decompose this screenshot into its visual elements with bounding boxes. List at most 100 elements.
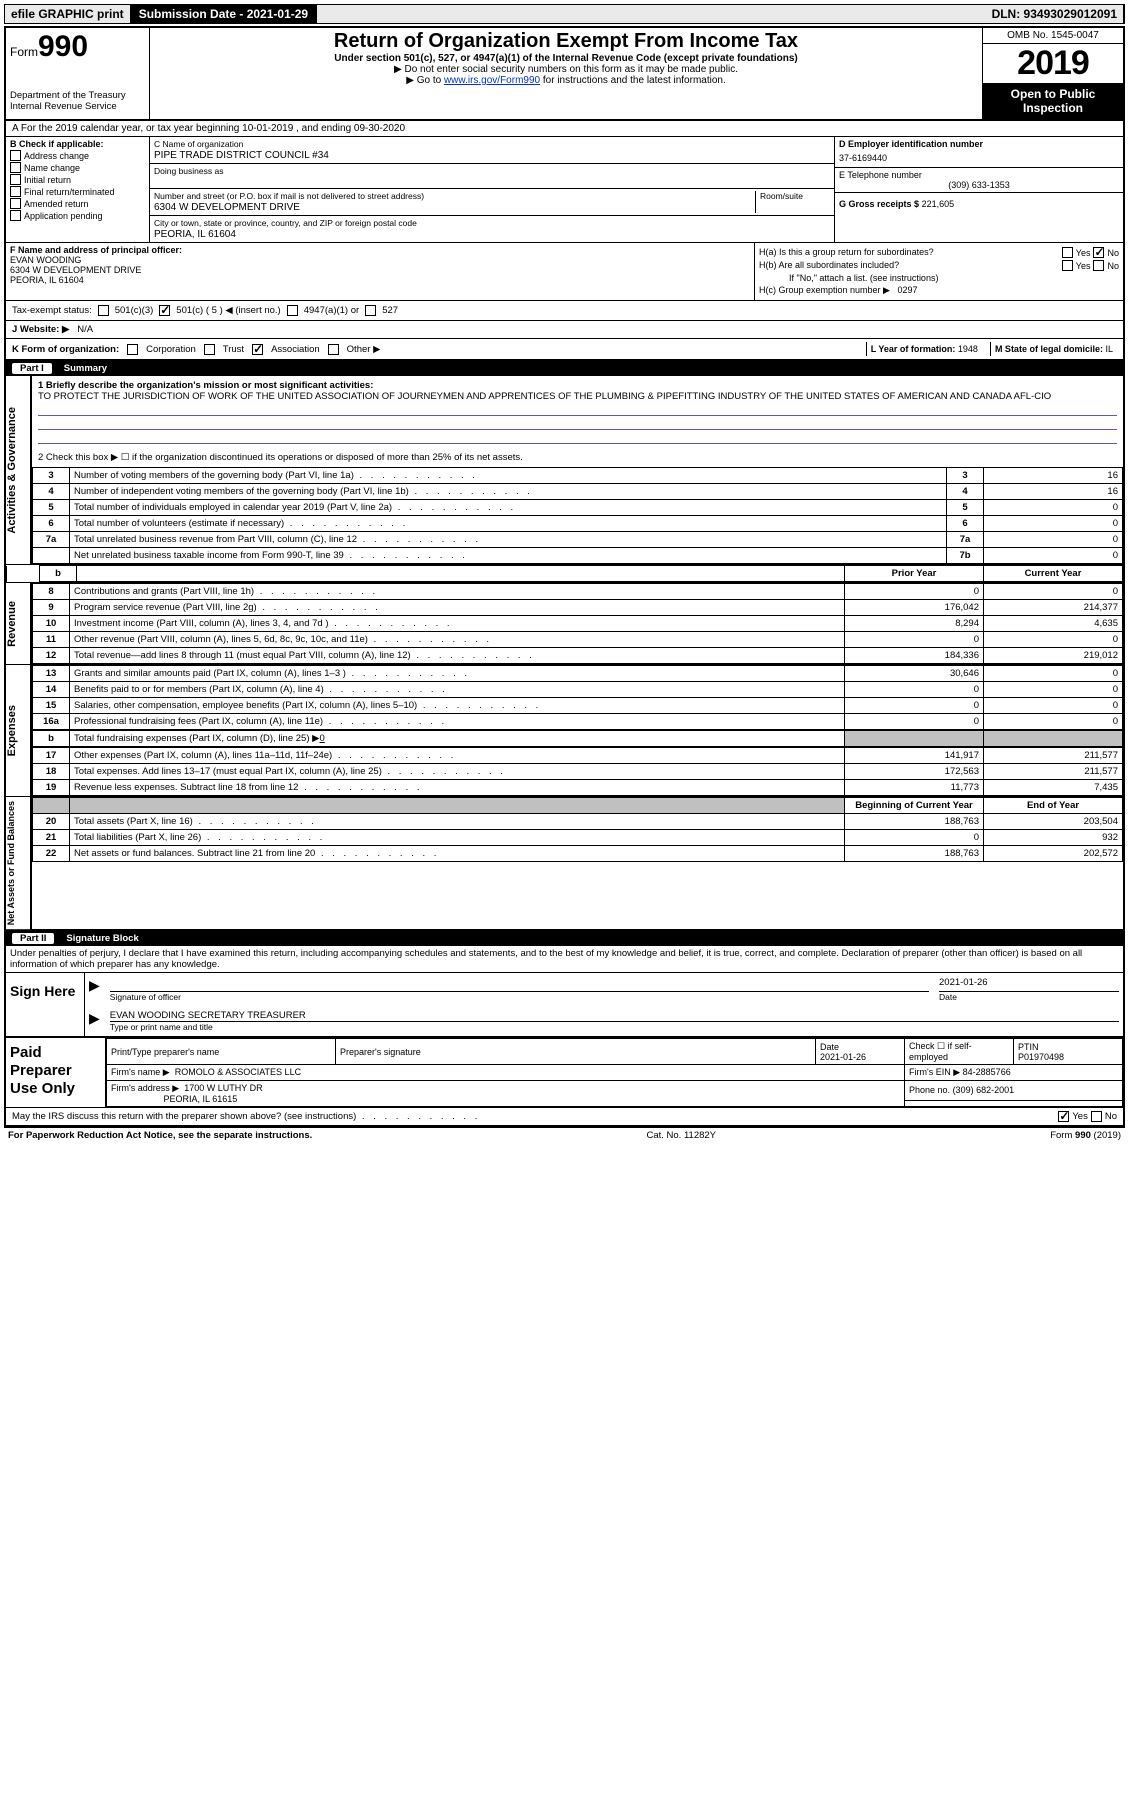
- domicile: IL: [1105, 344, 1113, 354]
- initial-return-label: Initial return: [24, 175, 71, 185]
- prep-sig-label: Preparer's signature: [336, 1039, 816, 1065]
- page-footer: For Paperwork Reduction Act Notice, see …: [4, 1127, 1125, 1143]
- hb-label: H(b) Are all subordinates included?: [759, 260, 899, 271]
- form-title: Return of Organization Exempt From Incom…: [156, 30, 976, 53]
- efile-label: efile GRAPHIC print: [5, 5, 131, 23]
- current-value: 932: [984, 830, 1123, 846]
- 501c3-checkbox[interactable]: [98, 305, 109, 316]
- line-num: 11: [33, 632, 70, 648]
- line-value: 0: [984, 500, 1123, 516]
- submission-date-button[interactable]: Submission Date - 2021-01-29: [131, 5, 317, 23]
- line-num: 14: [33, 682, 70, 698]
- line-text: Grants and similar amounts paid (Part IX…: [70, 666, 845, 682]
- prior-value: 0: [845, 632, 984, 648]
- current-value: 0: [984, 682, 1123, 698]
- assoc-checkbox[interactable]: [252, 344, 263, 355]
- address-change-checkbox[interactable]: [10, 150, 21, 161]
- sign-arrow-icon: ▶: [89, 977, 100, 1002]
- officer-name: EVAN WOODING: [10, 255, 81, 265]
- netassets-side-label: Net Assets or Fund Balances: [6, 797, 30, 929]
- trust-checkbox[interactable]: [204, 344, 215, 355]
- line-text: Other revenue (Part VIII, column (A), li…: [70, 632, 845, 648]
- final-return-checkbox[interactable]: [10, 186, 21, 197]
- ha-yes-checkbox[interactable]: [1062, 247, 1073, 258]
- other-checkbox[interactable]: [328, 344, 339, 355]
- current-value: 0: [984, 698, 1123, 714]
- firm-city: PEORIA, IL 61615: [164, 1094, 238, 1104]
- sig-officer-label: Signature of officer: [110, 992, 929, 1002]
- q2-text: 2 Check this box ▶ ☐ if the organization…: [32, 448, 1123, 467]
- prior-value: 176,042: [845, 600, 984, 616]
- name-change-checkbox[interactable]: [10, 162, 21, 173]
- address-change-label: Address change: [24, 151, 89, 161]
- line-num: 7a: [33, 532, 70, 548]
- prior-value: 188,763: [845, 846, 984, 862]
- ha-label: H(a) Is this a group return for subordin…: [759, 247, 934, 258]
- firm-addr: 1700 W LUTHY DR: [184, 1083, 262, 1093]
- prior-current-header: bPrior YearCurrent Year: [6, 565, 1123, 582]
- firm-name-label: Firm's name ▶: [111, 1067, 170, 1077]
- 501c-checkbox[interactable]: [159, 305, 170, 316]
- sig-date-label: Date: [939, 992, 1119, 1002]
- sign-here-label: Sign Here: [6, 973, 85, 1036]
- hb-no-checkbox[interactable]: [1093, 260, 1104, 271]
- line-num: 22: [33, 846, 70, 862]
- line-num: 20: [33, 814, 70, 830]
- line-num: 8: [33, 584, 70, 600]
- form-note2-pre: ▶ Go to: [406, 75, 444, 86]
- city-label: City or town, state or province, country…: [154, 218, 830, 228]
- calendar-year-row: A For the 2019 calendar year, or tax yea…: [6, 121, 1123, 136]
- tax-exempt-label: Tax-exempt status:: [12, 305, 92, 316]
- dba-label: Doing business as: [154, 166, 830, 176]
- application-pending-checkbox[interactable]: [10, 210, 21, 221]
- tax-exempt-row: Tax-exempt status: 501(c)(3) 501(c) ( 5 …: [6, 300, 1123, 320]
- 527-checkbox[interactable]: [365, 305, 376, 316]
- line-num: 17: [33, 748, 70, 764]
- current-value: 0: [984, 666, 1123, 682]
- self-employed-label: Check ☐ if self-employed: [905, 1039, 1014, 1065]
- prior-value: 0: [845, 682, 984, 698]
- prep-date-label: Date: [820, 1042, 839, 1052]
- amended-return-checkbox[interactable]: [10, 198, 21, 209]
- line-num: 4: [33, 484, 70, 500]
- discuss-yes-checkbox[interactable]: [1058, 1111, 1069, 1122]
- line-num: 10: [33, 616, 70, 632]
- discuss-no-checkbox[interactable]: [1091, 1111, 1102, 1122]
- irs-link[interactable]: www.irs.gov/Form990: [444, 75, 540, 86]
- officer-name-title: EVAN WOODING SECRETARY TREASURER: [110, 1010, 1119, 1022]
- gross-receipts: 221,605: [922, 199, 955, 209]
- firm-name: ROMOLO & ASSOCIATES LLC: [175, 1067, 301, 1077]
- form-note1: ▶ Do not enter social security numbers o…: [156, 64, 976, 75]
- row-f-h: F Name and address of principal officer:…: [6, 242, 1123, 300]
- initial-return-checkbox[interactable]: [10, 174, 21, 185]
- q1-label: 1 Briefly describe the organization's mi…: [38, 380, 373, 391]
- line-text: Other expenses (Part IX, column (A), lin…: [70, 748, 845, 764]
- current-value: 211,577: [984, 764, 1123, 780]
- 4947-checkbox[interactable]: [287, 305, 298, 316]
- section-f: F Name and address of principal officer:…: [6, 243, 755, 300]
- line-num: 18: [33, 764, 70, 780]
- line-num: 3: [33, 468, 70, 484]
- section-d: D Employer identification number 37-6169…: [834, 137, 1123, 242]
- corp-checkbox[interactable]: [127, 344, 138, 355]
- city-state-zip: PEORIA, IL 61604: [154, 228, 830, 240]
- section-b-label: B Check if applicable:: [10, 139, 104, 149]
- room-suite-label: Room/suite: [760, 191, 830, 201]
- 501c-label: 501(c) ( 5 ) ◀ (insert no.): [176, 305, 280, 316]
- year-formation: 1948: [958, 344, 978, 354]
- final-return-label: Final return/terminated: [24, 187, 115, 197]
- omb-number: OMB No. 1545-0047: [983, 28, 1123, 44]
- line-num: 5: [33, 500, 70, 516]
- corp-label: Corporation: [146, 344, 196, 355]
- line-text: Total liabilities (Part X, line 26): [70, 830, 845, 846]
- part2-title: Signature Block: [66, 933, 138, 944]
- beg-year-header: Beginning of Current Year: [845, 798, 984, 814]
- officer-addr1: 6304 W DEVELOPMENT DRIVE: [10, 265, 141, 275]
- line-text: Total assets (Part X, line 16): [70, 814, 845, 830]
- current-value: 203,504: [984, 814, 1123, 830]
- line-text: Contributions and grants (Part VIII, lin…: [70, 584, 845, 600]
- form-note2-post: for instructions and the latest informat…: [540, 75, 726, 86]
- governance-group: Activities & Governance 1 Briefly descri…: [6, 376, 1123, 565]
- hb-yes-checkbox[interactable]: [1062, 260, 1073, 271]
- ha-no-checkbox[interactable]: [1093, 247, 1104, 258]
